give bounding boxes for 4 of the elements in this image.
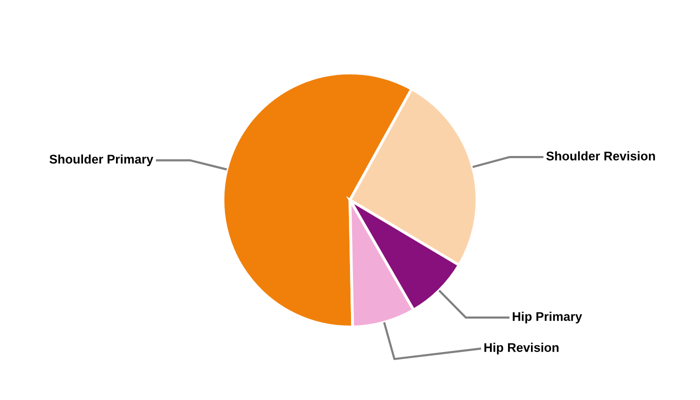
- slice-label: Hip Primary: [512, 312, 582, 324]
- slice-label: Hip Revision: [484, 342, 559, 354]
- slice-label: Shoulder Revision: [546, 151, 655, 160]
- slice-label: Shoulder Primary: [50, 154, 154, 166]
